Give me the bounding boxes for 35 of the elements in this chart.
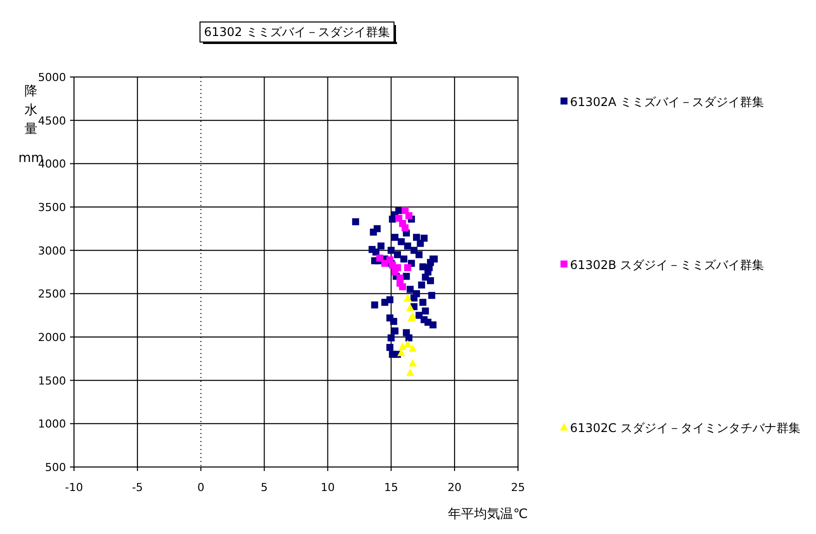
x-tick-label: 10	[320, 481, 335, 494]
point	[404, 294, 412, 302]
x-tick-label: 5	[260, 481, 268, 494]
y-tick-label: 1500	[38, 374, 66, 388]
x-tick-label: -10	[65, 481, 83, 494]
legend-label: 61302B スダジイ－ミミズバイ群集	[570, 258, 764, 272]
point	[408, 359, 417, 366]
x-axis-title: 年平均気温℃	[448, 507, 528, 522]
chart-title: 61302 ミミズバイ－スダジイ群集	[204, 25, 390, 39]
y-tick-label: 4500	[38, 114, 66, 128]
x-tick-label: -5	[132, 481, 143, 494]
point	[398, 342, 407, 350]
y-tick-label: 1000	[38, 418, 66, 431]
y-tick-label: 2000	[38, 331, 66, 344]
point	[376, 254, 384, 262]
y-tick-label: 2500	[38, 288, 66, 301]
point	[406, 304, 414, 312]
point	[404, 340, 412, 348]
point	[406, 368, 414, 376]
point	[408, 344, 417, 352]
y-tick-label: 3000	[38, 244, 66, 258]
y-tick-label: 5000	[38, 71, 66, 84]
point	[391, 268, 398, 276]
y-tick-label: 500	[45, 461, 66, 474]
point	[399, 283, 406, 290]
point	[402, 224, 409, 232]
x-tick-label: 25	[511, 481, 525, 494]
legend-label: 61302A ミミズバイ－スダジイ群集	[570, 95, 764, 109]
x-tick-label: 15	[384, 481, 398, 494]
x-tick-label: 0	[197, 481, 204, 494]
point	[405, 212, 412, 220]
point	[404, 264, 412, 272]
y-tick-label: 3500	[38, 201, 66, 214]
x-tick-label: 20	[448, 481, 462, 494]
legend-label: 61302C スダジイ－タイミンタチバナ群集	[570, 421, 800, 435]
